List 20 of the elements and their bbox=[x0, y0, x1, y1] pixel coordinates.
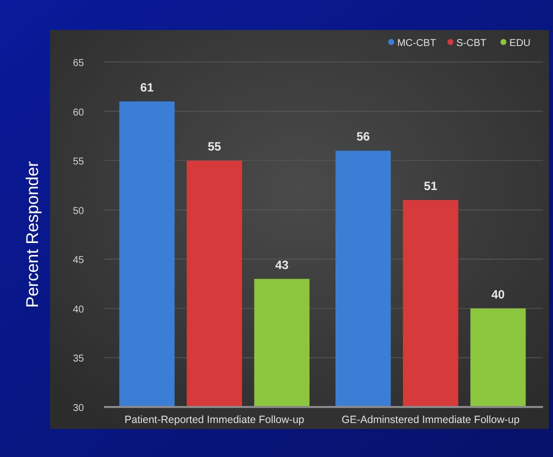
x-tick-label: GE-Adminstered Immediate Follow-up bbox=[342, 414, 520, 426]
y-tick-label: 30 bbox=[72, 403, 84, 414]
data-label: 61 bbox=[140, 80, 154, 94]
y-tick-label: 45 bbox=[72, 255, 84, 266]
y-tick-label: 40 bbox=[72, 304, 84, 316]
legend-label: MC-CBT bbox=[397, 38, 436, 49]
y-tick-label: 50 bbox=[72, 206, 84, 217]
y-tick-label: 65 bbox=[72, 58, 84, 69]
y-tick-label: 55 bbox=[72, 156, 84, 168]
data-label: 55 bbox=[208, 140, 222, 154]
y-axis-title: Percent Responder bbox=[23, 160, 42, 308]
x-tick-label: Patient-Reported Immediate Follow-up bbox=[124, 414, 304, 426]
data-label: 51 bbox=[424, 179, 438, 193]
data-label: 43 bbox=[275, 258, 289, 272]
legend-label: EDU bbox=[509, 38, 531, 49]
data-label: 40 bbox=[491, 287, 506, 302]
data-label: 56 bbox=[356, 130, 370, 144]
y-tick-label: 35 bbox=[72, 354, 84, 365]
y-tick-label: 60 bbox=[72, 107, 84, 118]
legend-label: S-CBT bbox=[456, 38, 486, 49]
